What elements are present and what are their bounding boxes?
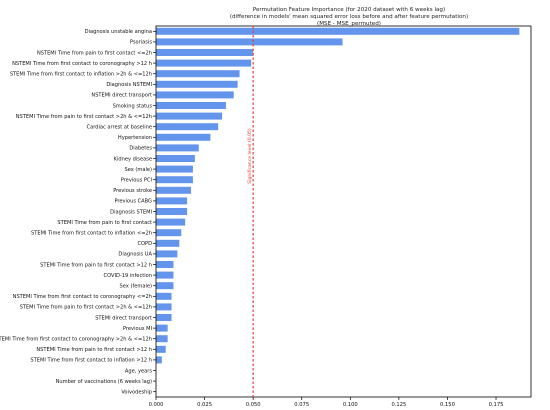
category-label: NSTEMI Time from first contact to corono… <box>0 337 152 343</box>
bar <box>156 186 191 194</box>
category-label: COVID-19 infection <box>104 273 152 279</box>
category-label: Diabetes <box>129 146 152 152</box>
axes-frame <box>155 25 532 398</box>
category-label: NSTEMI Time from pain to first contact <… <box>37 50 152 56</box>
bar <box>156 335 168 343</box>
bar <box>156 345 166 353</box>
category-label: Age, years <box>125 368 152 374</box>
category-label: STEMI direct transport <box>95 315 152 321</box>
bar <box>156 91 234 99</box>
bar <box>156 229 182 237</box>
bar <box>156 176 193 184</box>
bar <box>156 133 211 141</box>
bar <box>156 59 252 67</box>
category-label: Diagnosis UA <box>118 252 152 258</box>
bar <box>156 102 226 109</box>
category-label: STEMI Time from first contact to inflati… <box>31 231 152 237</box>
bar <box>156 356 162 364</box>
bar <box>156 165 193 173</box>
category-label: Previous MI <box>123 326 152 332</box>
chart-title-line-2: (difference in models' mean squared erro… <box>230 14 468 20</box>
bar <box>156 303 172 311</box>
category-label: Diagnosis unstable angina <box>85 29 152 35</box>
category-label: Previous CABG <box>114 199 152 205</box>
bar <box>156 271 174 279</box>
x-tick-label: 0.050 <box>246 402 261 408</box>
threshold-label: Significance level (0.05) <box>247 128 253 184</box>
category-label: NSTEMI Time from first contact to corono… <box>12 61 152 67</box>
bar <box>156 261 174 268</box>
category-label: COPD <box>137 241 152 247</box>
bar <box>156 239 180 247</box>
category-label: Sex (female) <box>120 284 152 290</box>
bar <box>156 282 174 290</box>
chart-title-line-1: Permutation Feature Importance (for 2020… <box>253 7 445 13</box>
x-tick-label: 0.025 <box>197 402 212 408</box>
category-label: Number of vaccinations (6 weeks lag) <box>56 379 152 385</box>
bar <box>156 292 172 300</box>
category-label: NSTEMI Time from pain to first contact >… <box>36 347 152 353</box>
x-tick-label: 0.100 <box>343 402 358 408</box>
bar <box>156 49 254 56</box>
category-label: NSTEMI Time from pain to first contact >… <box>16 114 152 120</box>
category-label: STEMI Time from first contact to inflati… <box>10 72 152 78</box>
x-tick-label: 0.075 <box>294 402 309 408</box>
plot-area: Diagnosis unstable angina Psoriasis NSTEMI… <box>0 25 532 408</box>
category-label: STEMI Time from pain to first contact <box>57 220 152 226</box>
category-label: Voivodeship <box>121 390 152 396</box>
category-label: Sex (male) <box>124 167 152 173</box>
category-label: Previous stroke <box>113 188 152 194</box>
bar <box>156 112 223 120</box>
category-label: Cardiac arrest at baseline <box>87 125 152 131</box>
chart-title-line-3: (MSE - MSE_permuted) <box>317 21 381 27</box>
x-tick-label: 0.125 <box>391 402 406 408</box>
bar <box>156 38 343 46</box>
x-tick-label: 0.175 <box>489 402 504 408</box>
bar <box>156 155 195 162</box>
category-label: Hypertension <box>118 135 152 141</box>
bar <box>156 80 238 88</box>
bar <box>156 144 199 152</box>
category-label: Previous PCI <box>121 178 152 184</box>
bar <box>156 324 168 332</box>
category-label: Diagnosis STEMI <box>110 209 152 215</box>
bar <box>156 123 219 131</box>
bar <box>156 27 520 35</box>
x-tick-label: 0.000 <box>149 402 164 408</box>
bar <box>156 218 186 226</box>
category-label: NSTEMI Time from first contact to corono… <box>13 294 152 300</box>
bar <box>156 250 178 258</box>
category-label: STEMI Time from pain to first contact >2… <box>20 305 152 311</box>
bar <box>156 314 172 321</box>
category-label: STEMI Time from pain to first contact >1… <box>40 262 152 268</box>
bar <box>156 197 188 205</box>
category-label: Diagnosis NSTEMI <box>106 82 152 88</box>
category-label: Kidney disease <box>114 156 152 162</box>
bar <box>156 208 188 215</box>
category-label: Smoking status <box>113 103 153 109</box>
bar <box>156 70 240 78</box>
category-label: NSTEMI direct transport <box>91 93 152 99</box>
x-tick-label: 0.150 <box>440 402 455 408</box>
category-label: STEMI Time from first contact to inflati… <box>30 358 152 364</box>
category-label: Psoriasis <box>130 40 152 46</box>
